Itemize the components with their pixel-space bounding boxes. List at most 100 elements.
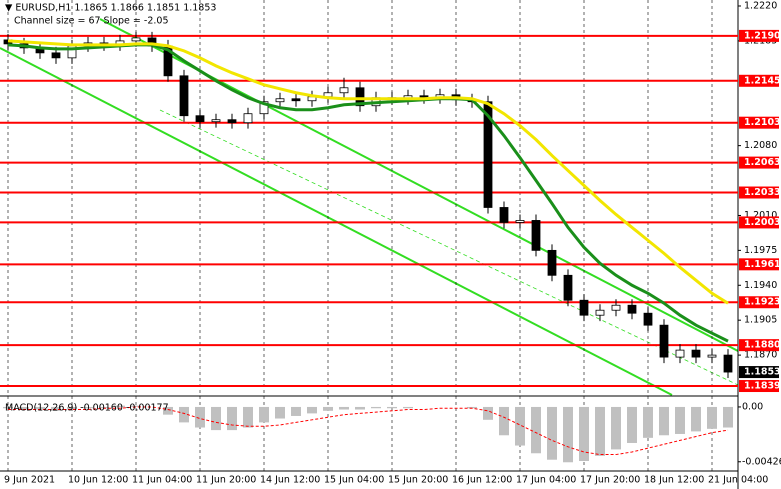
y-tick-label: 1.2010: [744, 210, 777, 221]
macd-bar: [131, 405, 141, 407]
level-label-box: [739, 258, 779, 271]
candle-body: [691, 349, 701, 358]
candle-body: [531, 220, 541, 251]
x-tick-label: 10 Jun 12:00: [68, 475, 128, 486]
candle-body: [51, 52, 61, 59]
candle-body: [579, 299, 589, 316]
macd-bar: [595, 406, 605, 456]
y-tick-label: 1.1905: [744, 315, 777, 326]
channel-midline: [159, 109, 739, 386]
candle-body: [195, 115, 205, 123]
candle-body: [723, 354, 733, 373]
level-label: 1.2003: [744, 217, 781, 228]
macd-bar: [547, 406, 557, 460]
macd-bar: [259, 406, 269, 423]
macd-bar: [115, 405, 125, 407]
level-label: 1.2145: [744, 75, 781, 86]
candle-body: [211, 119, 221, 123]
level-label-box: [739, 380, 779, 393]
chart-title: ▼ EURUSD,H1 1.1865 1.1866 1.1851 1.1853: [5, 3, 216, 14]
level-label: 1.1923: [744, 297, 781, 308]
macd-bar: [227, 406, 237, 431]
candle-body: [515, 220, 525, 223]
candle-body: [627, 304, 637, 314]
candle-body: [675, 349, 685, 358]
macd-bar: [3, 406, 13, 409]
candle-body: [355, 87, 365, 107]
macd-bar: [163, 406, 173, 415]
macd-bar: [179, 406, 189, 423]
candle-body: [707, 354, 717, 358]
macd-bar: [323, 406, 333, 411]
y-tick-label: 1.2080: [744, 140, 777, 151]
macd-bar: [35, 406, 45, 410]
macd-bar: [195, 406, 205, 428]
level-label: 1.2033: [744, 187, 781, 198]
candle-body: [227, 119, 237, 124]
candle-body: [291, 98, 301, 102]
signal-line: [8, 406, 729, 456]
macd-bar: [291, 406, 301, 416]
x-tick-label: 15 Jun 04:00: [324, 475, 384, 486]
macd-bar: [707, 406, 717, 429]
macd-bar: [387, 406, 397, 409]
macd-bar: [467, 406, 477, 409]
level-label-box: [739, 339, 779, 352]
macd-bar: [371, 406, 381, 409]
macd-bar: [483, 406, 493, 420]
macd-bar: [691, 406, 701, 432]
candle-body: [563, 274, 573, 301]
candle-body: [483, 101, 493, 208]
macd-bar: [83, 406, 93, 409]
y-tick-label: 1.1940: [744, 280, 777, 291]
level-label-box: [739, 116, 779, 129]
candle-body: [659, 324, 669, 358]
level-label-box: [739, 156, 779, 169]
candle-body: [547, 249, 557, 276]
level-label: 1.2063: [744, 157, 781, 168]
macd-bar: [307, 406, 317, 414]
x-tick-label: 9 Jun 2021: [4, 475, 55, 486]
level-label-box: [739, 29, 779, 42]
level-label-box: [739, 186, 779, 199]
candle-body: [179, 75, 189, 117]
x-tick-label: 16 Jun 12:00: [452, 475, 512, 486]
macd-bar: [643, 406, 653, 438]
candle-body: [259, 101, 269, 115]
macd-bar: [67, 406, 77, 410]
macd-bar: [611, 406, 621, 450]
y-tick-label: 1.1870: [744, 350, 777, 361]
macd-bar: [675, 406, 685, 434]
candle-body: [643, 312, 653, 326]
macd-bar: [659, 406, 669, 436]
x-tick-label: 17 Jun 04:00: [516, 475, 576, 486]
macd-bar: [499, 406, 509, 436]
candle-body: [339, 87, 349, 94]
chart-subtitle: Channel size = 67 Slope = -2.05: [14, 16, 169, 27]
moving-average: [7, 39, 729, 305]
macd-bar: [579, 406, 589, 461]
macd-bar: [515, 406, 525, 446]
y-tick-label: 0.00: [742, 401, 763, 412]
level-label-box: [739, 296, 779, 309]
macd-bar: [531, 406, 541, 454]
candle-body: [243, 113, 253, 124]
candle-body: [611, 304, 621, 311]
x-tick-label: 18 Jun 12:00: [644, 475, 704, 486]
x-tick-label: 15 Jun 20:00: [388, 475, 448, 486]
macd-bar: [403, 406, 413, 409]
y-tick-label: 1.1975: [744, 245, 777, 256]
macd-bar: [51, 406, 61, 411]
y-tick-label: 1.2220: [744, 0, 777, 11]
last-price-label: 1.1853: [744, 367, 781, 378]
macd-bar: [723, 406, 733, 428]
level-label: 1.2103: [744, 117, 781, 128]
x-tick-label: 17 Jun 20:00: [580, 475, 640, 486]
level-label: 1.1880: [744, 340, 781, 351]
level-label-box: [739, 74, 779, 87]
macd-bar: [355, 406, 365, 410]
macd-bar: [211, 406, 221, 431]
x-tick-label: 11 Jun 20:00: [196, 475, 256, 486]
macd-bar: [339, 406, 349, 410]
